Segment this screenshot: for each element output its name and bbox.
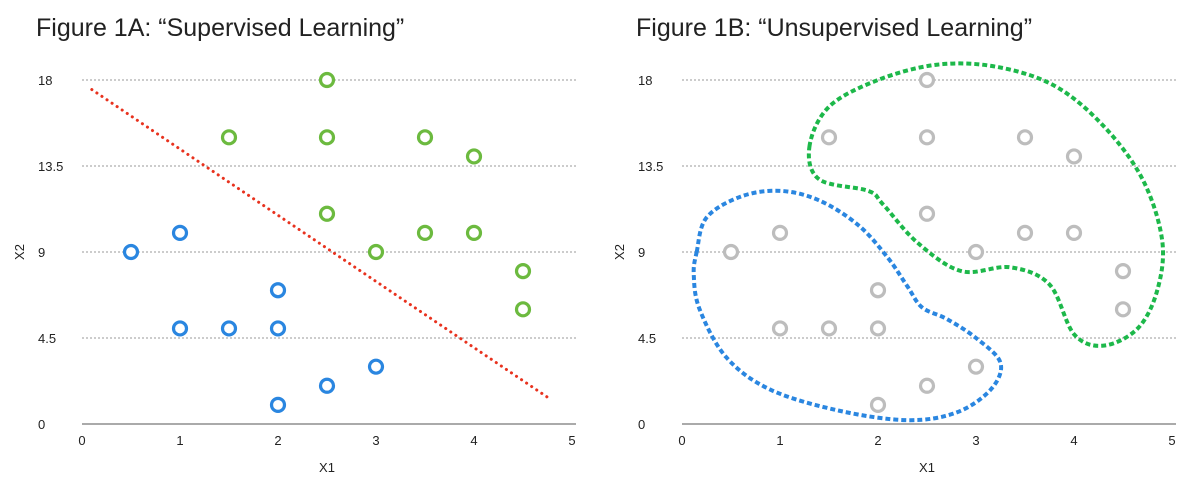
data-point	[771, 320, 789, 337]
y-tick-label: 4.5	[38, 331, 56, 346]
data-point	[465, 148, 483, 165]
data-point	[1114, 263, 1132, 280]
cluster-outline-1	[691, 188, 1004, 423]
data-point	[967, 358, 985, 375]
x-tick-label: 3	[372, 433, 379, 448]
x-tick-label: 4	[470, 433, 477, 448]
data-point	[318, 71, 336, 89]
y-tick-label: 0	[38, 417, 45, 432]
y-tick-label: 13.5	[638, 159, 663, 174]
data-point	[869, 396, 887, 413]
data-point	[318, 377, 336, 394]
chart-title: Figure 1B: “Unsupervised Learning”	[636, 14, 1033, 42]
data-point	[318, 205, 336, 222]
data-point	[220, 320, 238, 337]
data-point	[367, 243, 385, 261]
scatter-chart-supervised: 0 4.5 9 13.5 18 0 1 2 3 4 5 X1 X2	[12, 71, 576, 475]
data-point	[269, 282, 287, 299]
data-point	[1065, 148, 1083, 165]
data-point	[514, 263, 532, 280]
x-tick-label: 5	[1168, 433, 1175, 448]
x-tick-label: 1	[176, 433, 183, 448]
data-point	[820, 320, 838, 337]
data-point	[514, 301, 532, 318]
data-point	[367, 358, 385, 375]
data-point	[269, 396, 287, 413]
x-axis-label: X1	[319, 460, 335, 475]
x-tick-label: 5	[568, 433, 575, 448]
data-point	[122, 243, 140, 261]
data-point	[918, 129, 936, 146]
scatter-chart-unsupervised: 0 4.5 9 13.5 18 0 1 2 3 4 5 X1 X2	[612, 61, 1176, 475]
data-point	[918, 377, 936, 394]
data-point	[171, 224, 189, 241]
data-point	[771, 224, 789, 241]
data-point	[967, 243, 985, 261]
cluster-outline-2	[806, 61, 1166, 348]
data-point	[1016, 129, 1034, 146]
y-tick-label: 9	[638, 245, 645, 260]
data-point	[918, 205, 936, 222]
y-axis-label: X2	[12, 244, 27, 260]
y-axis-label: X2	[612, 244, 627, 260]
y-tick-label: 18	[638, 73, 652, 88]
x-tick-label: 2	[874, 433, 881, 448]
data-point	[869, 282, 887, 299]
figure-1b: Figure 1B: “Unsupervised Learning” 0 4.5 9…	[600, 0, 1200, 497]
y-tick-label: 18	[38, 73, 52, 88]
x-axis-label: X1	[919, 460, 935, 475]
data-point	[869, 320, 887, 337]
data-point	[820, 129, 838, 146]
x-tick-label: 2	[274, 433, 281, 448]
x-tick-label: 3	[972, 433, 979, 448]
x-tick-label: 0	[78, 433, 85, 448]
data-point	[171, 320, 189, 337]
chart-title: Figure 1A: “Supervised Learning”	[36, 14, 405, 42]
data-point	[318, 129, 336, 146]
y-tick-label: 13.5	[38, 159, 63, 174]
data-point	[1016, 224, 1034, 241]
decision-boundary-line	[90, 88, 549, 399]
data-point	[722, 243, 740, 261]
data-point	[269, 320, 287, 337]
y-tick-label: 0	[638, 417, 645, 432]
y-tick-label: 9	[38, 245, 45, 260]
x-tick-label: 4	[1070, 433, 1077, 448]
data-point	[1114, 301, 1132, 318]
x-tick-label: 1	[776, 433, 783, 448]
x-tick-label: 0	[678, 433, 685, 448]
data-point	[1065, 224, 1083, 241]
data-point	[918, 71, 936, 89]
data-point	[416, 224, 434, 241]
data-point	[416, 129, 434, 146]
figure-1a: Figure 1A: “Supervised Learning” 0 4.5 9 13…	[12, 14, 576, 475]
data-point	[465, 224, 483, 241]
y-tick-label: 4.5	[638, 331, 656, 346]
data-point	[220, 129, 238, 146]
